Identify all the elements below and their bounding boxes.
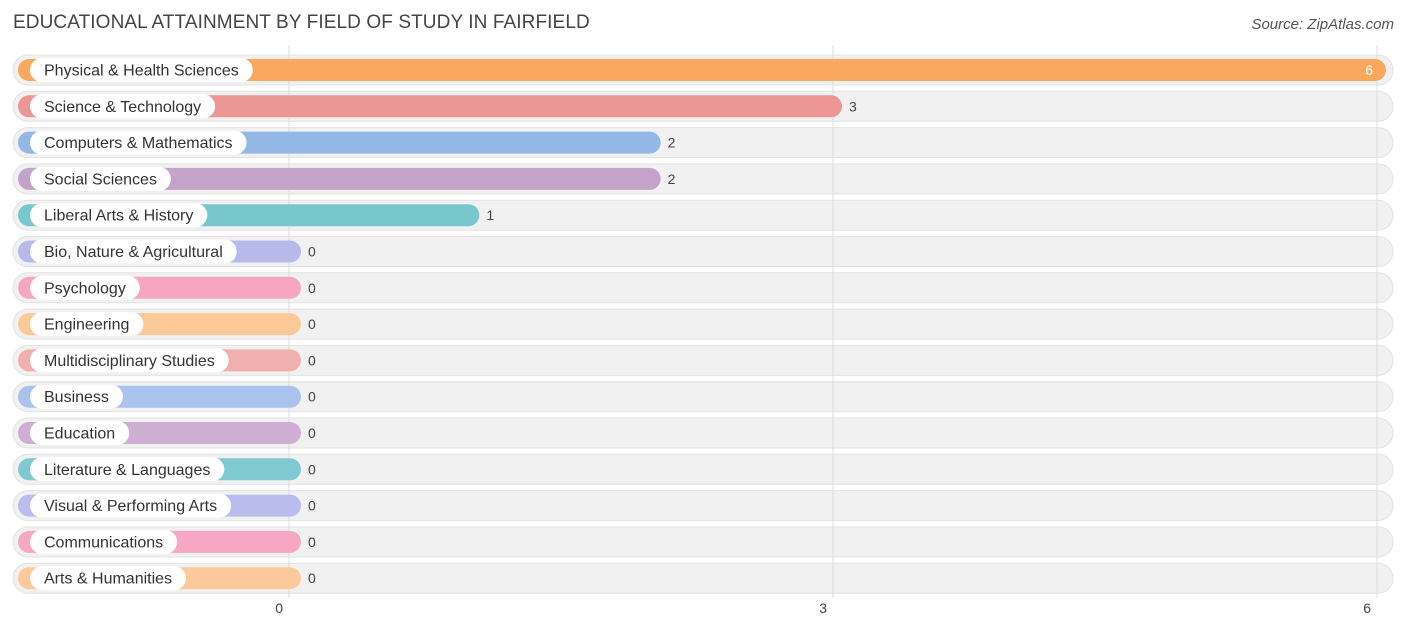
category-label-pill xyxy=(30,384,123,409)
category-label-pill xyxy=(30,421,130,445)
category-label: Literature & Languages xyxy=(44,462,210,479)
bar-row: Engineering 0 xyxy=(18,312,316,337)
category-label-pill xyxy=(30,239,237,264)
category-label: Bio, Nature & Agricultural xyxy=(44,244,223,261)
tick-label: 6 xyxy=(1363,600,1371,616)
category-label-pill xyxy=(30,457,225,482)
bar-row: Physical & Health Sciences 6 xyxy=(18,58,1386,82)
row-track xyxy=(12,344,1394,376)
bar-row: Communications 0 xyxy=(18,529,316,554)
row-track xyxy=(12,417,1394,449)
value-label: 0 xyxy=(308,352,316,368)
bar-row: Science & Technology 3 xyxy=(18,94,857,119)
category-label-pill xyxy=(30,203,208,228)
value-label: 0 xyxy=(308,389,316,405)
bar-row: Business 0 xyxy=(18,384,316,409)
category-label: Engineering xyxy=(44,317,129,334)
category-label: Communications xyxy=(44,534,163,551)
bar-row: Multidisciplinary Studies 0 xyxy=(18,348,316,373)
x-axis-ticks: 0 3 6 xyxy=(275,600,1371,616)
bar-row: Liberal Arts & History 1 xyxy=(18,203,494,228)
category-label-pill xyxy=(30,529,178,554)
value-label: 0 xyxy=(308,498,316,514)
bar-row: Arts & Humanities 0 xyxy=(18,566,316,591)
bar-row: Social Sciences 2 xyxy=(18,166,676,191)
value-label: 0 xyxy=(308,244,316,260)
value-label: 1 xyxy=(486,207,494,223)
value-label: 0 xyxy=(308,570,316,586)
row-track xyxy=(12,526,1394,558)
bar-row: Bio, Nature & Agricultural 0 xyxy=(18,239,316,264)
category-label-pill xyxy=(30,348,229,373)
category-label: Psychology xyxy=(44,280,126,297)
value-label: 0 xyxy=(308,534,316,550)
category-label: Science & Technology xyxy=(44,99,201,116)
value-label: 2 xyxy=(668,135,676,151)
value-label: 3 xyxy=(849,98,857,114)
category-label-pill xyxy=(30,312,144,337)
category-label-pill xyxy=(30,275,140,300)
category-label: Multidisciplinary Studies xyxy=(44,353,215,370)
value-label: 6 xyxy=(1365,62,1373,78)
source-label: Source: ZipAtlas.com xyxy=(1251,16,1394,33)
category-label: Education xyxy=(44,426,115,443)
bars: Physical & Health Sciences 6 Science & Tec… xyxy=(18,58,1386,591)
category-label: Visual & Performing Arts xyxy=(44,498,217,515)
category-label-pill xyxy=(30,130,247,155)
bar-row: Psychology 0 xyxy=(18,275,316,300)
value-label: 0 xyxy=(308,425,316,441)
value-label: 0 xyxy=(308,316,316,332)
category-label-pill xyxy=(30,566,187,591)
row-track xyxy=(12,308,1394,340)
value-label: 0 xyxy=(308,280,316,296)
value-label: 0 xyxy=(308,461,316,477)
category-label: Social Sciences xyxy=(44,171,157,188)
row-track xyxy=(12,562,1394,594)
bar xyxy=(18,95,842,118)
bar-row: Visual & Performing Arts 0 xyxy=(18,493,316,518)
bar xyxy=(18,59,1386,81)
value-label: 2 xyxy=(668,171,676,187)
category-label-pill xyxy=(30,58,253,82)
category-label: Business xyxy=(44,389,109,406)
category-label-pill xyxy=(30,166,171,191)
bar xyxy=(18,167,661,190)
row-track xyxy=(12,272,1394,304)
category-label: Computers & Mathematics xyxy=(44,135,233,152)
category-label-pill xyxy=(30,94,216,119)
row-track xyxy=(12,236,1394,267)
category-label: Arts & Humanities xyxy=(44,571,172,588)
row-track xyxy=(12,381,1394,413)
tick-label: 0 xyxy=(275,600,283,616)
category-label: Liberal Arts & History xyxy=(44,208,193,225)
chart-title: EDUCATIONAL ATTAINMENT BY FIELD OF STUDY… xyxy=(13,12,590,33)
bar-row: Education 0 xyxy=(18,421,316,445)
category-label: Physical & Health Sciences xyxy=(44,63,239,80)
tick-label: 3 xyxy=(819,600,827,616)
category-label-pill xyxy=(30,493,232,518)
bar-row: Literature & Languages 0 xyxy=(18,457,316,482)
row-track xyxy=(12,490,1394,522)
row-track xyxy=(12,453,1394,485)
bar-row: Computers & Mathematics 2 xyxy=(18,130,676,155)
